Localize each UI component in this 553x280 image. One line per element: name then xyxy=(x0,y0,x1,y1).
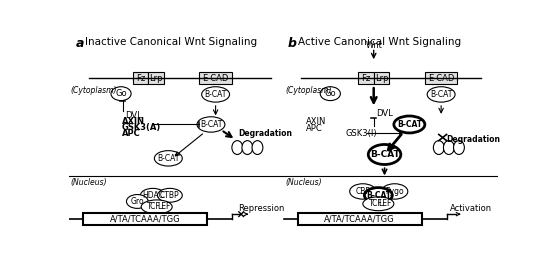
Ellipse shape xyxy=(320,87,341,101)
Text: B-CAT: B-CAT xyxy=(366,191,391,200)
Text: (Cytoplasm): (Cytoplasm) xyxy=(285,86,332,95)
Text: (Nucleus): (Nucleus) xyxy=(71,178,107,186)
Text: B-CAT: B-CAT xyxy=(430,90,452,99)
FancyBboxPatch shape xyxy=(199,72,232,85)
Text: Active Canonical Wnt Signaling: Active Canonical Wnt Signaling xyxy=(298,37,461,47)
Text: Activation: Activation xyxy=(451,204,493,213)
Ellipse shape xyxy=(154,151,182,166)
FancyBboxPatch shape xyxy=(358,72,374,85)
Text: APC: APC xyxy=(305,124,322,133)
Text: A/TA/TCAAA/TGG: A/TA/TCAAA/TGG xyxy=(325,214,395,223)
Ellipse shape xyxy=(368,144,401,165)
Text: CBP: CBP xyxy=(356,187,371,196)
Ellipse shape xyxy=(349,184,376,199)
Ellipse shape xyxy=(202,87,229,102)
FancyBboxPatch shape xyxy=(298,213,422,225)
Text: Lrp: Lrp xyxy=(375,74,388,83)
Text: (Nucleus): (Nucleus) xyxy=(285,178,322,186)
Ellipse shape xyxy=(363,197,394,211)
Ellipse shape xyxy=(140,188,165,202)
Ellipse shape xyxy=(434,141,444,155)
Text: Go: Go xyxy=(115,89,127,98)
Text: Fz: Fz xyxy=(136,74,145,83)
Ellipse shape xyxy=(364,188,392,203)
Text: Wnt: Wnt xyxy=(366,41,382,50)
Text: DVL: DVL xyxy=(125,111,142,120)
Text: LEF: LEF xyxy=(379,199,392,208)
Text: APC: APC xyxy=(122,129,140,138)
Ellipse shape xyxy=(242,141,253,155)
Text: B-CAT: B-CAT xyxy=(369,150,399,159)
Text: Lrp: Lrp xyxy=(149,74,163,83)
Ellipse shape xyxy=(427,87,455,102)
Text: E-CAD: E-CAD xyxy=(202,74,229,83)
Ellipse shape xyxy=(382,184,408,199)
Ellipse shape xyxy=(444,141,455,155)
Text: GSK3(I): GSK3(I) xyxy=(346,129,378,138)
FancyBboxPatch shape xyxy=(374,72,389,85)
Text: DVL: DVL xyxy=(376,109,393,118)
Ellipse shape xyxy=(197,117,225,132)
Text: AXIN: AXIN xyxy=(122,117,145,126)
FancyBboxPatch shape xyxy=(133,72,148,85)
FancyBboxPatch shape xyxy=(83,213,207,225)
Text: Degradation: Degradation xyxy=(447,135,500,144)
Text: E-CAD: E-CAD xyxy=(428,74,455,83)
Text: HDAC: HDAC xyxy=(142,191,164,200)
Text: B-CAT: B-CAT xyxy=(157,154,180,163)
Text: A/TA/TCAAA/TGG: A/TA/TCAAA/TGG xyxy=(109,214,180,223)
Ellipse shape xyxy=(127,195,148,208)
Text: GSK3(A): GSK3(A) xyxy=(122,123,161,132)
FancyBboxPatch shape xyxy=(425,72,457,85)
Ellipse shape xyxy=(394,116,425,133)
Text: Fz: Fz xyxy=(361,74,371,83)
Text: Inactive Canonical Wnt Signaling: Inactive Canonical Wnt Signaling xyxy=(85,37,257,47)
Text: Repression: Repression xyxy=(238,204,284,213)
Ellipse shape xyxy=(111,87,131,101)
Ellipse shape xyxy=(252,141,263,155)
FancyBboxPatch shape xyxy=(148,72,164,85)
Text: Pygo: Pygo xyxy=(385,187,404,196)
Text: B-CAT: B-CAT xyxy=(200,120,222,129)
Ellipse shape xyxy=(141,200,172,214)
Text: Go: Go xyxy=(325,89,336,98)
Ellipse shape xyxy=(232,141,243,155)
Text: Gro: Gro xyxy=(131,197,144,206)
Text: B-CAT: B-CAT xyxy=(205,90,227,99)
Text: LEF: LEF xyxy=(157,202,170,211)
Ellipse shape xyxy=(158,188,182,202)
Ellipse shape xyxy=(453,141,465,155)
Text: TCF: TCF xyxy=(147,202,160,211)
Text: AXIN: AXIN xyxy=(305,117,326,126)
Text: a: a xyxy=(75,37,84,50)
Text: b: b xyxy=(288,37,296,50)
Text: CTBP: CTBP xyxy=(160,191,180,200)
Text: B-CAT: B-CAT xyxy=(397,120,422,129)
Text: (Cytoplasm): (Cytoplasm) xyxy=(71,86,117,95)
Text: Degradation: Degradation xyxy=(238,129,292,138)
Text: TCF: TCF xyxy=(369,199,383,208)
